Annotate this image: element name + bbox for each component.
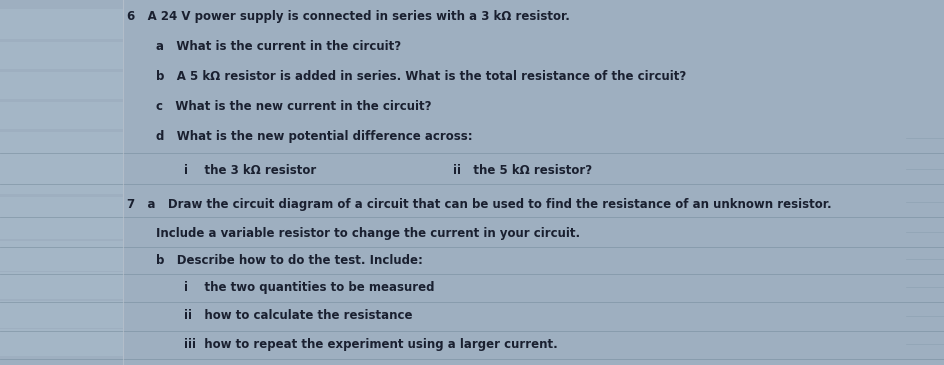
Bar [0, 329, 123, 356]
Text: ii   how to calculate the resistance: ii how to calculate the resistance [184, 309, 413, 322]
Bar [0, 42, 123, 69]
Bar [0, 72, 123, 99]
Text: iii  how to repeat the experiment using a larger current.: iii how to repeat the experiment using a… [184, 338, 558, 350]
Text: i    the 3 kΩ resistor: i the 3 kΩ resistor [184, 164, 316, 177]
Text: 7   a   Draw the circuit diagram of a circuit that can be used to find the resis: 7 a Draw the circuit diagram of a circui… [127, 199, 832, 211]
Text: b   A 5 kΩ resistor is added in series. What is the total resistance of the circ: b A 5 kΩ resistor is added in series. Wh… [156, 70, 686, 83]
Bar [0, 241, 123, 271]
Bar [0, 301, 123, 328]
Text: 6   A 24 V power supply is connected in series with a 3 kΩ resistor.: 6 A 24 V power supply is connected in se… [127, 10, 570, 23]
Text: Include a variable resistor to change the current in your circuit.: Include a variable resistor to change th… [156, 227, 580, 240]
Text: d   What is the new potential difference across:: d What is the new potential difference a… [156, 130, 472, 143]
Text: b   Describe how to do the test. Include:: b Describe how to do the test. Include: [156, 254, 423, 267]
Text: a   What is the current in the circuit?: a What is the current in the circuit? [156, 40, 401, 53]
Text: i    the two quantities to be measured: i the two quantities to be measured [184, 281, 434, 294]
Bar [0, 9, 123, 39]
Bar [0, 197, 123, 239]
Bar [0, 132, 123, 195]
Text: ii   the 5 kΩ resistor?: ii the 5 kΩ resistor? [453, 164, 592, 177]
Bar [0, 272, 123, 299]
Bar [0, 102, 123, 128]
Text: c   What is the new current in the circuit?: c What is the new current in the circuit… [156, 100, 431, 113]
